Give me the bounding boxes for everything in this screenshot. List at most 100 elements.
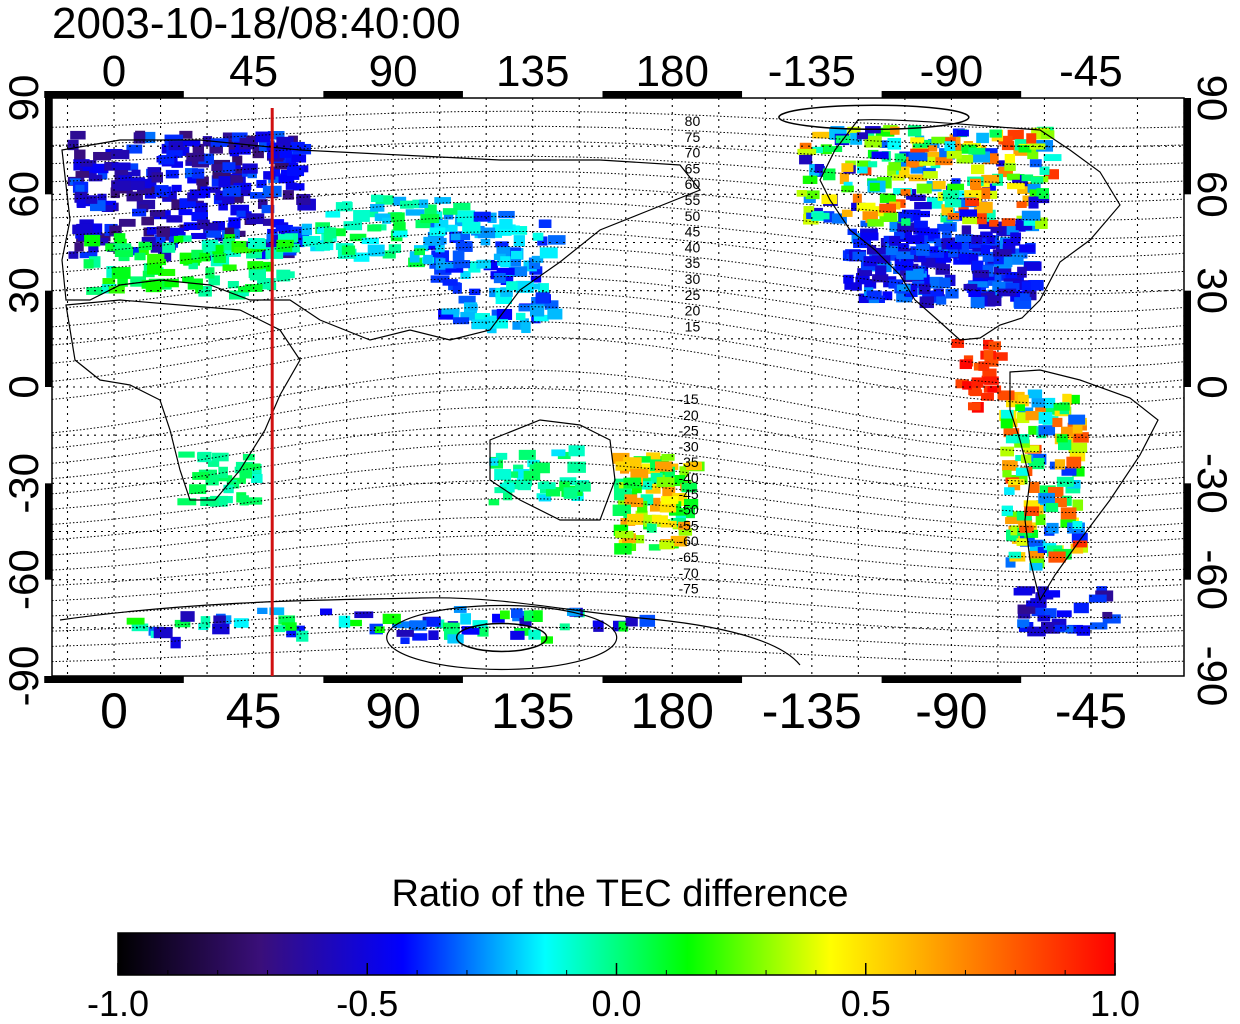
tec-cell	[412, 633, 428, 641]
coastline-antarctica	[59, 597, 801, 666]
tec-cell	[1030, 598, 1047, 608]
tec-cell	[461, 626, 480, 635]
tec-cell	[222, 132, 232, 140]
tec-cell	[513, 469, 530, 479]
tec-cell	[1017, 619, 1030, 628]
tec-cell	[521, 321, 531, 334]
contour-label: 20	[685, 303, 701, 319]
tec-cell	[1005, 557, 1016, 568]
tec-cell	[430, 275, 450, 283]
tec-cell	[679, 466, 689, 477]
tec-cell	[913, 139, 931, 148]
coastline-australia	[489, 419, 616, 521]
tec-cell	[618, 621, 629, 632]
tec-cell	[987, 386, 998, 393]
tec-cell	[959, 242, 970, 254]
tec-cell	[992, 281, 1006, 292]
tec-cell	[184, 168, 198, 179]
x-tick-label-top: 0	[102, 47, 126, 96]
x-tick-label-bottom: -135	[762, 683, 862, 739]
tec-cell	[971, 377, 984, 388]
frame-bar-right	[1184, 290, 1191, 387]
tec-cell	[162, 278, 179, 288]
frame-bar-top	[323, 91, 463, 98]
tec-cell	[875, 127, 895, 137]
tec-cell	[147, 253, 165, 264]
map-grid	[52, 98, 1184, 676]
tec-cell	[166, 215, 183, 223]
tec-cell	[668, 474, 686, 484]
y-tick-label-left: -60	[0, 549, 47, 610]
tec-cell	[1038, 492, 1055, 504]
tec-cell	[469, 288, 481, 296]
tec-cell	[1072, 421, 1083, 434]
tec-cell	[104, 161, 119, 171]
tec-cell	[1003, 283, 1020, 292]
tec-cell	[982, 251, 996, 262]
tec-cell	[850, 132, 863, 145]
tec-cell	[1029, 143, 1046, 150]
tec-cell	[913, 220, 928, 228]
tec-cell	[916, 210, 930, 218]
tec-cell	[440, 261, 457, 269]
tec-cell	[1013, 434, 1030, 444]
tec-cell	[499, 610, 510, 620]
tec-cell	[1002, 460, 1018, 471]
tec-cell	[910, 164, 927, 174]
tec-cell	[971, 234, 983, 245]
tec-cell	[931, 136, 950, 144]
contour-label: 35	[685, 255, 701, 271]
tec-cell	[171, 161, 184, 168]
tec-cell	[1090, 622, 1108, 630]
tec-cell	[512, 321, 523, 330]
x-tick-label-top: 135	[496, 47, 569, 96]
coastline-europe-asia	[61, 139, 701, 341]
tec-cell	[1056, 434, 1068, 443]
tec-cell	[118, 175, 132, 182]
tec-cell	[841, 163, 854, 172]
tec-cell	[681, 482, 698, 493]
tec-cell	[508, 266, 528, 277]
contour-label: 65	[685, 160, 701, 176]
tec-cell	[111, 266, 131, 279]
tec-cell	[971, 260, 984, 273]
tec-cell	[852, 193, 862, 204]
tec-cell	[855, 276, 869, 285]
tec-cell	[934, 157, 953, 166]
tec-cell	[1038, 412, 1053, 424]
tec-cell	[1017, 266, 1027, 278]
tec-cell	[169, 227, 185, 239]
tec-cell	[950, 143, 962, 156]
tec-cell	[229, 149, 239, 157]
tec-cell	[256, 179, 267, 188]
tec-cell	[799, 142, 812, 154]
tec-cell	[1006, 225, 1019, 235]
tec-cell	[613, 524, 629, 536]
tec-cell	[528, 610, 543, 622]
tec-cell	[1005, 435, 1017, 444]
tec-cell	[238, 288, 249, 297]
tec-cell	[387, 212, 405, 223]
tec-cell	[1042, 590, 1061, 598]
magnetic-contour	[52, 461, 1184, 514]
tec-cell	[1029, 550, 1045, 560]
frame-bar-bottom	[44, 676, 184, 683]
tec-cell	[962, 216, 978, 225]
tec-cell	[222, 185, 241, 197]
tec-cell	[968, 384, 981, 396]
x-tick-label-bottom: 135	[491, 683, 574, 739]
tec-cell	[678, 528, 693, 536]
tec-cell	[1025, 411, 1043, 421]
contour-label: -20	[678, 407, 698, 423]
tec-cell	[1017, 604, 1036, 614]
tec-cell	[496, 308, 513, 320]
colorbar-tick-label: 0.5	[841, 983, 891, 1024]
tec-cell	[382, 217, 392, 224]
tec-cell	[968, 253, 979, 263]
tec-cell	[956, 129, 969, 137]
tec-cell	[623, 457, 642, 469]
tec-cell	[224, 175, 243, 188]
tec-cell	[296, 193, 311, 205]
tec-cell	[499, 482, 515, 493]
